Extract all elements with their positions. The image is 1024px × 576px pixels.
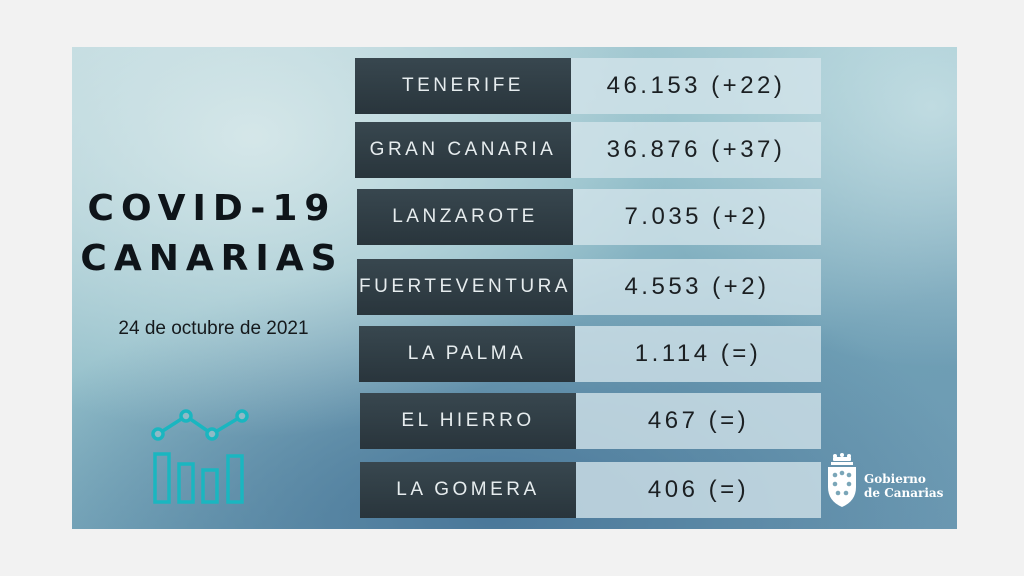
page-title: COVID-19 CANARIAS <box>78 184 346 284</box>
island-value: 46.153 (+22) <box>571 58 821 114</box>
chart-icon <box>151 409 249 504</box>
island-value: 406 (=) <box>576 462 821 518</box>
island-name: LANZAROTE <box>357 189 573 245</box>
island-value: 7.035 (+2) <box>573 189 821 245</box>
island-name: FUERTEVENTURA <box>357 259 573 315</box>
coat-of-arms-icon <box>828 453 856 507</box>
logo-line-2: de Canarias <box>864 486 944 500</box>
logo-line-1: Gobierno <box>864 472 926 486</box>
gobierno-logo: Gobierno de Canarias <box>824 453 954 513</box>
title-line-1: COVID-19 <box>87 188 337 229</box>
island-name: LA GOMERA <box>360 462 576 518</box>
island-value: 4.553 (+2) <box>573 259 821 315</box>
island-value: 467 (=) <box>576 393 821 449</box>
logo-text: Gobierno de Canarias <box>864 472 943 500</box>
island-name: EL HIERRO <box>360 393 576 449</box>
title-line-2: CANARIAS <box>80 238 344 279</box>
island-value: 36.876 (+37) <box>571 122 821 178</box>
island-name: TENERIFE <box>355 58 571 114</box>
report-date: 24 de octubre de 2021 <box>118 318 309 339</box>
island-name: GRAN CANARIA <box>355 122 571 178</box>
island-name: LA PALMA <box>359 326 575 382</box>
island-value: 1.114 (=) <box>575 326 821 382</box>
